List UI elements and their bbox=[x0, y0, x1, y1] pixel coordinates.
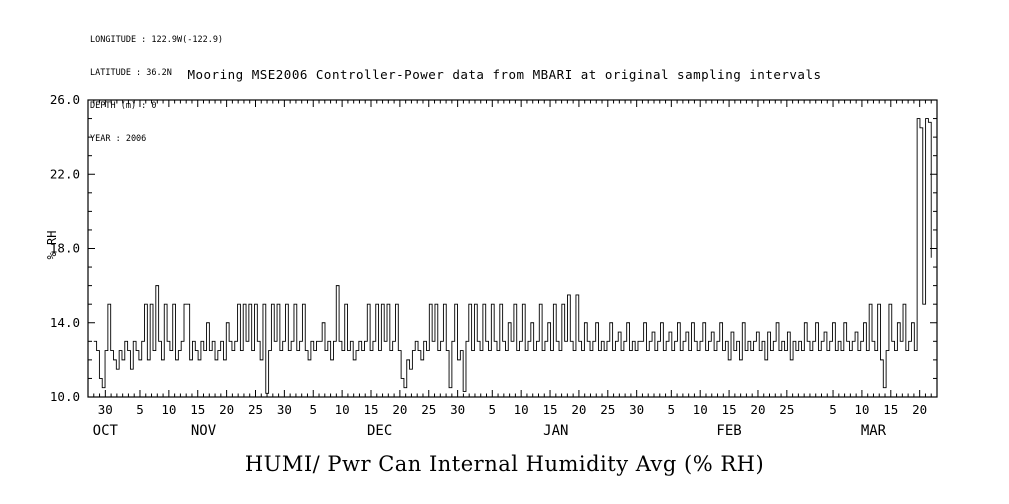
svg-text:15: 15 bbox=[190, 402, 205, 417]
svg-text:15: 15 bbox=[363, 402, 378, 417]
svg-text:18.0: 18.0 bbox=[50, 241, 80, 256]
svg-text:22.0: 22.0 bbox=[50, 166, 80, 181]
svg-text:26.0: 26.0 bbox=[50, 92, 80, 107]
svg-text:30: 30 bbox=[629, 402, 644, 417]
metadata-year: YEAR : 2006 bbox=[90, 134, 147, 144]
metadata-latitude: LATITUDE : 36.2N bbox=[90, 68, 172, 78]
svg-text:DEC: DEC bbox=[367, 423, 392, 439]
svg-text:5: 5 bbox=[136, 402, 144, 417]
svg-text:JAN: JAN bbox=[543, 423, 568, 439]
svg-text:20: 20 bbox=[750, 402, 765, 417]
svg-text:20: 20 bbox=[392, 402, 407, 417]
svg-text:5: 5 bbox=[668, 402, 676, 417]
svg-text:NOV: NOV bbox=[191, 423, 217, 439]
svg-text:30: 30 bbox=[98, 402, 113, 417]
svg-text:5: 5 bbox=[829, 402, 837, 417]
metadata-depth: DEPTH (m) : 0 bbox=[90, 101, 157, 111]
svg-text:20: 20 bbox=[912, 402, 927, 417]
svg-text:30: 30 bbox=[450, 402, 465, 417]
svg-text:15: 15 bbox=[543, 402, 558, 417]
svg-text:MAR: MAR bbox=[861, 423, 887, 439]
svg-text:10: 10 bbox=[693, 402, 708, 417]
svg-text:FEB: FEB bbox=[716, 423, 741, 439]
metadata-block: LONGITUDE : 122.9W(-122.9) LATITUDE : 36… bbox=[90, 13, 223, 167]
chart-title: Mooring MSE2006 Controller-Power data fr… bbox=[187, 67, 822, 82]
svg-text:5: 5 bbox=[489, 402, 497, 417]
svg-text:5: 5 bbox=[309, 402, 317, 417]
svg-text:20: 20 bbox=[219, 402, 234, 417]
svg-text:10: 10 bbox=[335, 402, 350, 417]
svg-text:30: 30 bbox=[277, 402, 292, 417]
svg-text:15: 15 bbox=[883, 402, 898, 417]
svg-text:25: 25 bbox=[779, 402, 794, 417]
svg-text:25: 25 bbox=[421, 402, 436, 417]
svg-text:10.0: 10.0 bbox=[50, 389, 80, 404]
metadata-longitude: LONGITUDE : 122.9W(-122.9) bbox=[90, 35, 224, 45]
svg-text:10: 10 bbox=[514, 402, 529, 417]
svg-text:25: 25 bbox=[600, 402, 615, 417]
svg-text:20: 20 bbox=[571, 402, 586, 417]
svg-text:10: 10 bbox=[161, 402, 176, 417]
svg-text:14.0: 14.0 bbox=[50, 315, 80, 330]
svg-text:OCT: OCT bbox=[93, 423, 119, 439]
chart-caption: HUMI/ Pwr Can Internal Humidity Avg (% R… bbox=[244, 452, 765, 476]
svg-text:15: 15 bbox=[722, 402, 737, 417]
svg-text:10: 10 bbox=[854, 402, 869, 417]
svg-text:25: 25 bbox=[248, 402, 263, 417]
